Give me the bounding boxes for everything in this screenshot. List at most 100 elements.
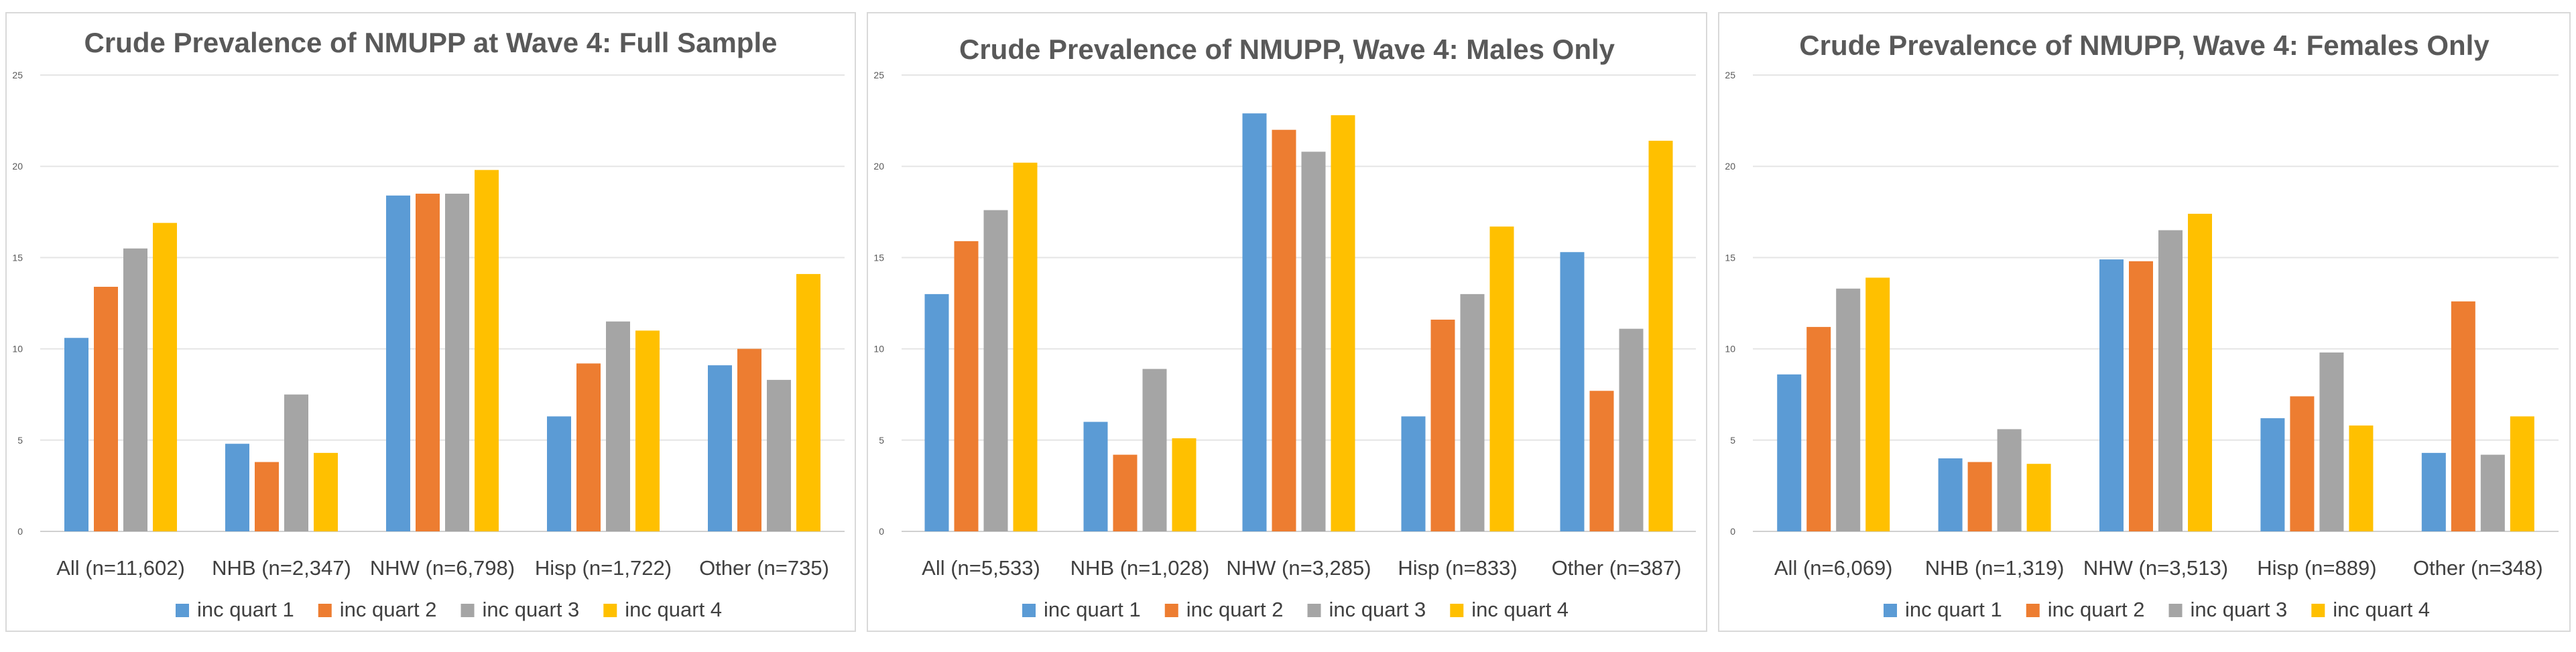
legend-label: inc quart 2 [1186,598,1284,621]
x-tick-label: NHB (n=1,028) [1070,556,1210,580]
y-tick-label: 10 [1725,344,1735,354]
bar [1272,129,1296,532]
legend-label: inc quart 2 [2048,598,2145,621]
bar [2319,352,2344,531]
bar [1113,454,1138,531]
legend-label: inc quart 1 [197,598,294,621]
y-tick-label: 10 [873,344,884,354]
chart-full-sample: Crude Prevalence of NMUPP at Wave 4: Ful… [12,27,845,621]
chart-panel-females-only: Crude Prevalence of NMUPP, Wave 4: Femal… [1713,0,2576,652]
y-tick-label: 10 [12,344,23,354]
y-tick-label: 5 [879,435,884,446]
y-tick-label: 15 [12,252,23,263]
bar [954,241,979,531]
x-tick-label: NHW (n=3,285) [1226,556,1371,580]
bar [1865,277,1890,531]
bar [2451,301,2475,531]
x-tick-label: NHB (n=2,347) [212,556,351,580]
bar [2129,261,2153,531]
legend-swatch [318,604,332,617]
bar [1489,226,1514,531]
y-tick-label: 0 [1730,526,1735,537]
bar [576,363,601,531]
bar [2421,452,2446,531]
y-tick-label: 25 [12,70,23,80]
x-tick-label: Hisp (n=833) [1398,556,1517,580]
y-tick-label: 20 [1725,161,1735,172]
legend-swatch [1884,604,1897,617]
bar [1430,320,1455,531]
x-tick-label: All (n=5,533) [922,556,1040,580]
y-tick-label: 25 [1725,70,1735,80]
x-tick-label: All (n=11,602) [56,556,185,580]
legend-label: inc quart 3 [1329,598,1426,621]
bar [2290,396,2315,531]
legend-label: inc quart 4 [1471,598,1569,621]
y-tick-label: 20 [12,161,23,172]
bar [2188,214,2212,531]
legend-swatch [1450,604,1464,617]
bar [1648,141,1673,532]
bar [2349,426,2374,531]
bar [1777,374,1802,531]
bar [1997,429,2022,531]
y-tick-label: 0 [17,526,23,537]
x-tick-label: Other (n=387) [1552,556,1682,580]
x-tick-label: All (n=6,069) [1774,556,1893,580]
chart-panel-full-sample: Crude Prevalence of NMUPP at Wave 4: Ful… [0,0,861,652]
legend-label: inc quart 1 [1905,598,2002,621]
legend-label: inc quart 1 [1044,598,1141,621]
x-tick-label: NHW (n=3,513) [2083,556,2228,580]
bar [1806,326,1831,531]
bar [1242,113,1267,532]
bar [2260,418,2285,531]
y-tick-label: 15 [1725,252,1735,263]
y-tick-label: 20 [873,161,884,172]
bar [767,379,791,531]
x-tick-label: NHW (n=6,798) [370,556,515,580]
y-tick-label: 5 [17,435,23,446]
chart-panel-males-only: Crude Prevalence of NMUPP, Wave 4: Males… [861,0,1713,652]
bar [737,348,761,531]
bar [1331,115,1355,532]
x-tick-label: Other (n=735) [699,556,829,580]
chart-title: Crude Prevalence of NMUPP, Wave 4: Males… [959,34,1615,65]
legend-swatch [2026,604,2040,617]
bar [94,286,118,531]
legend-swatch [2311,604,2325,617]
x-tick-label: NHB (n=1,319) [1925,556,2065,580]
bar [1938,458,1963,531]
y-tick-label: 15 [873,252,884,263]
legend-swatch [1164,604,1178,617]
x-tick-label: Other (n=348) [2413,556,2543,580]
chart-males-only: Crude Prevalence of NMUPP, Wave 4: Males… [873,34,1696,621]
bar [153,222,177,531]
legend-label: inc quart 3 [483,598,580,621]
bar [255,462,279,531]
legend-label: inc quart 3 [2191,598,2288,621]
bar [2026,464,2051,531]
chart-title: Crude Prevalence of NMUPP at Wave 4: Ful… [84,27,778,58]
bar [1142,369,1167,531]
bar [1301,151,1326,531]
bar [1619,328,1644,531]
chart-title: Crude Prevalence of NMUPP, Wave 4: Femal… [1799,29,2490,61]
bar [924,294,949,531]
y-tick-label: 0 [879,526,884,537]
bar [1560,252,1585,531]
bar [2510,416,2534,531]
legend-label: inc quart 4 [2333,598,2430,621]
legend-swatch [461,604,475,617]
legend-label: inc quart 2 [340,598,437,621]
legend-swatch [603,604,617,617]
bar [445,194,469,531]
x-tick-label: Hisp (n=1,722) [535,556,672,580]
legend-label: inc quart 4 [625,598,722,621]
legend-swatch [2168,604,2183,617]
bar [606,321,630,531]
bar [64,338,88,531]
bar [2480,454,2505,531]
bar [284,394,308,531]
bar [1013,162,1038,531]
bar [1401,416,1426,531]
